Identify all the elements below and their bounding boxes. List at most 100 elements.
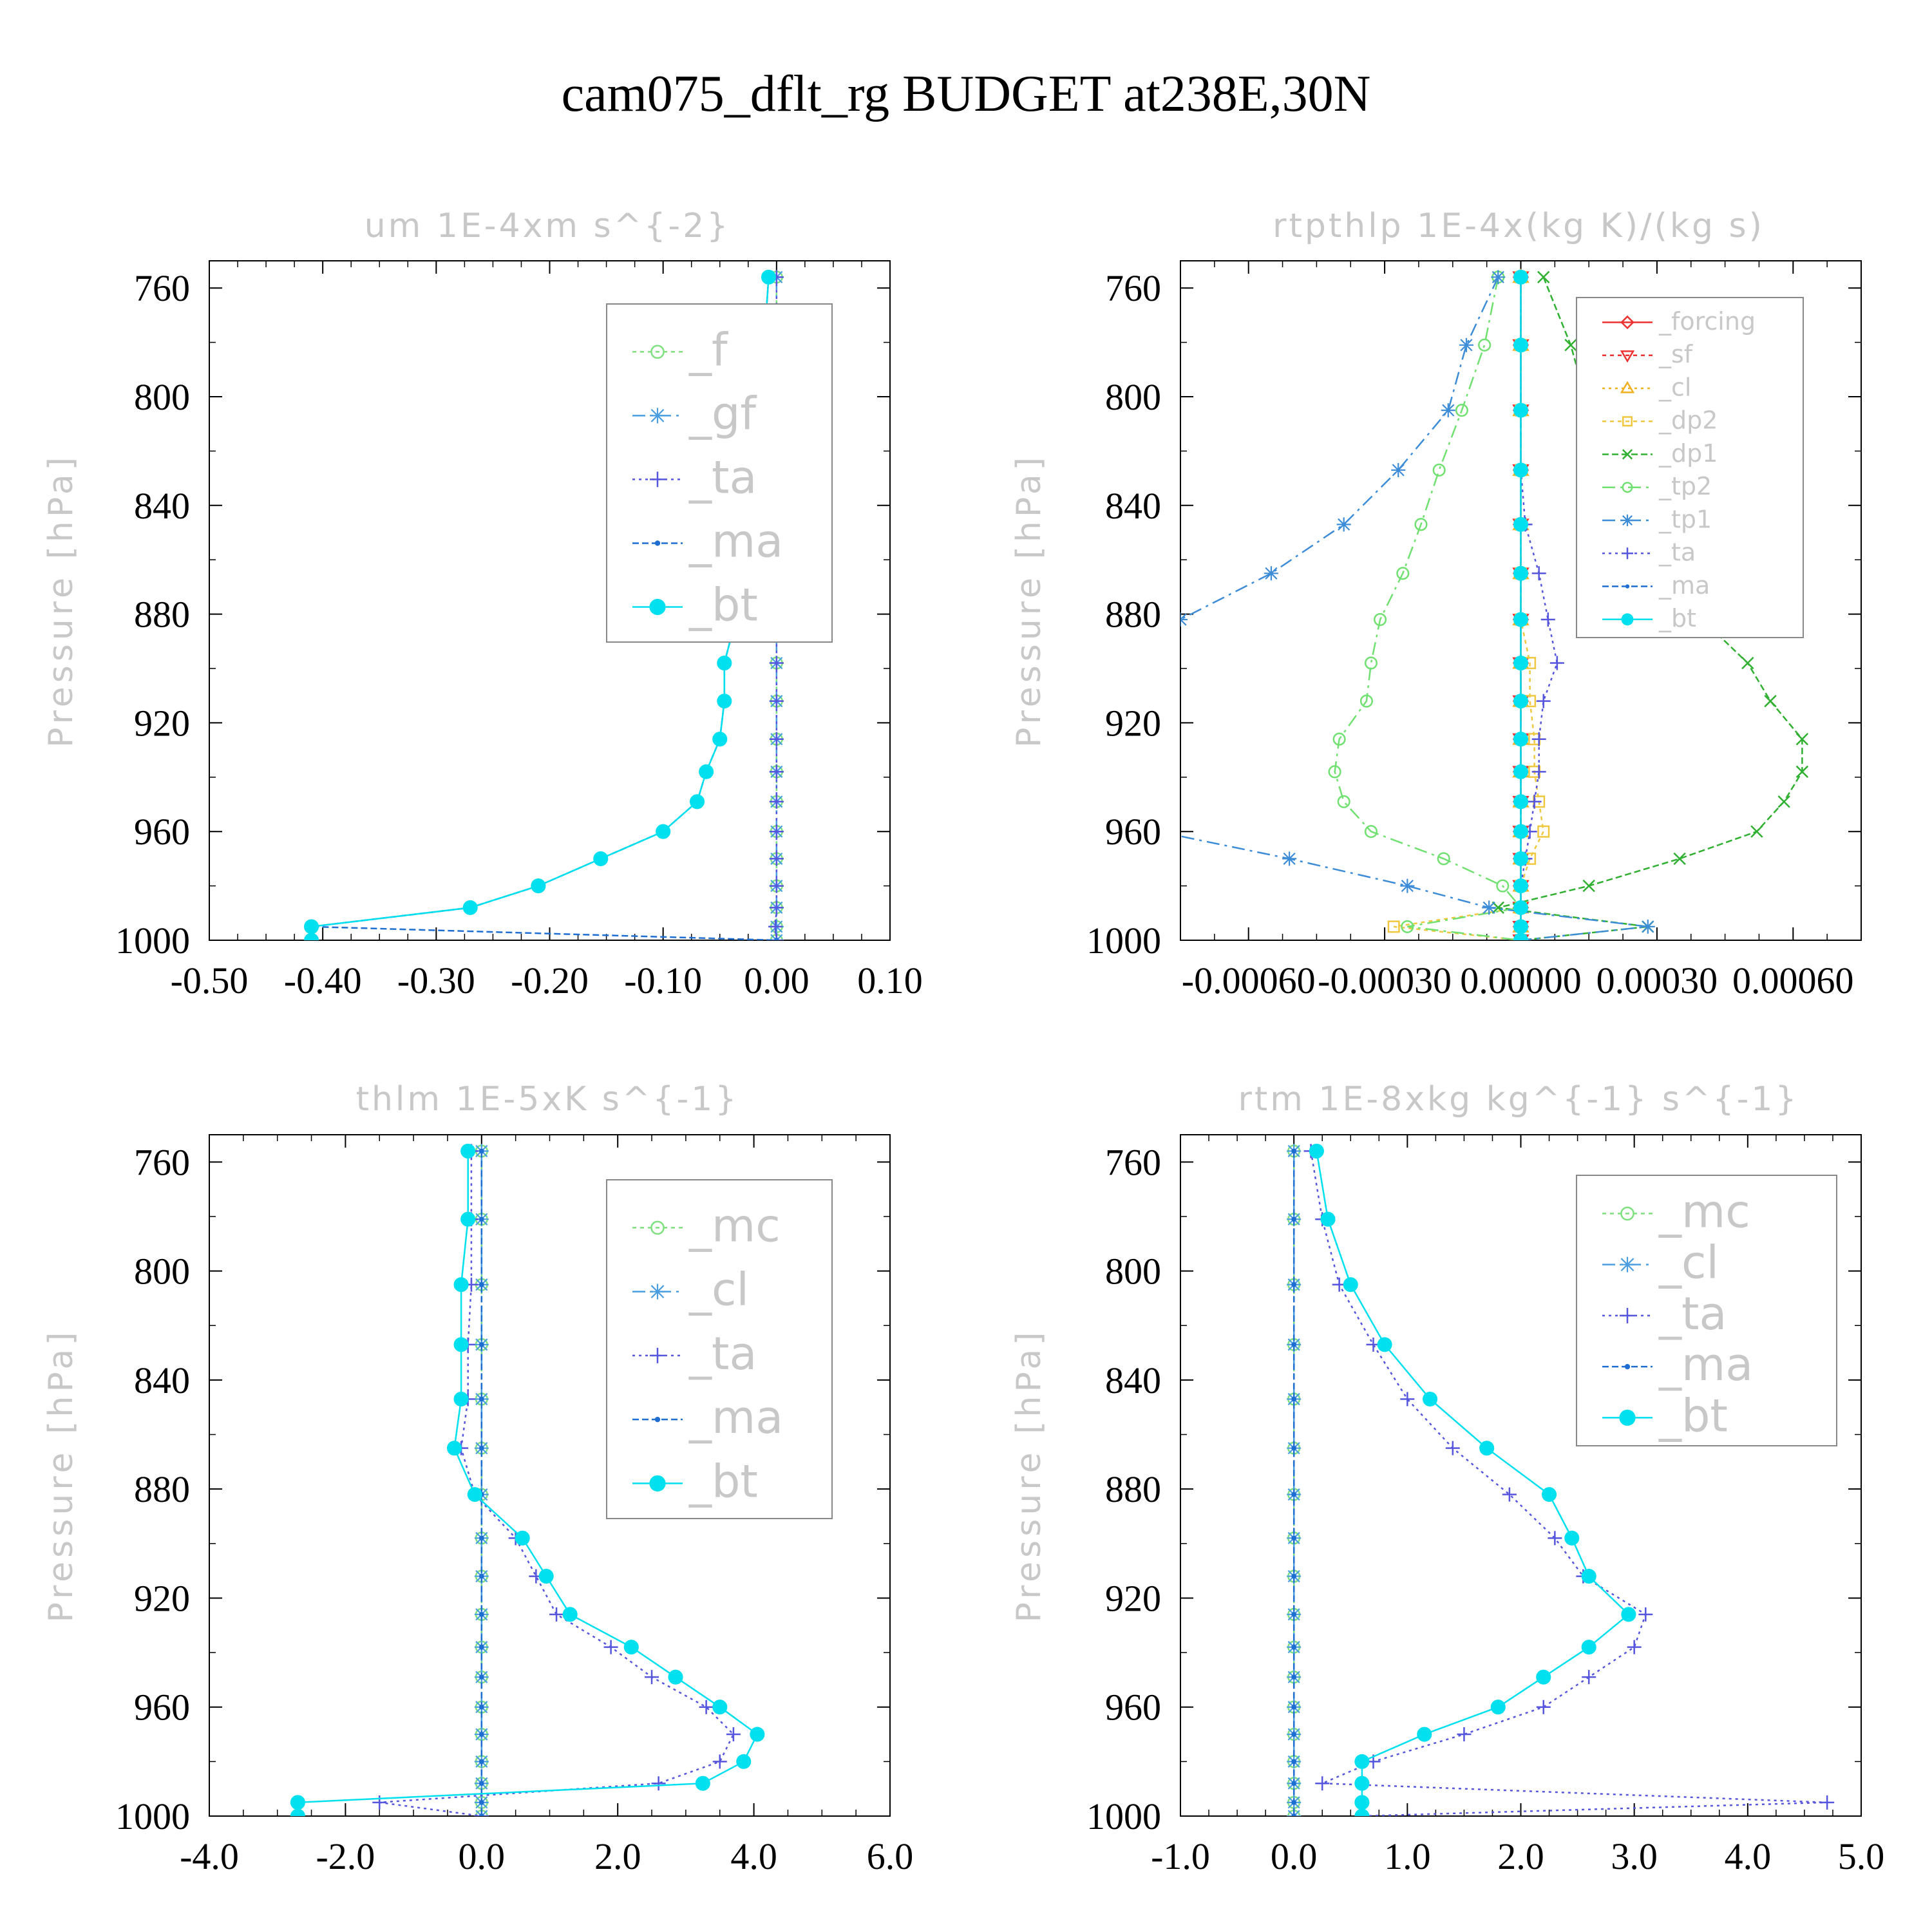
y-tick-label: 800	[134, 1251, 190, 1293]
legend-item: _ta	[632, 1327, 757, 1380]
data-point	[1291, 1445, 1297, 1451]
data-point	[1332, 732, 1346, 746]
y-tick-label: 800	[1105, 376, 1161, 418]
series-group	[1180, 268, 1809, 940]
data-point	[1377, 1337, 1392, 1352]
legend-marker	[650, 1347, 665, 1363]
data-point	[1513, 919, 1529, 934]
x-tick-label: -0.50	[171, 960, 249, 1001]
y-tick-label: 800	[134, 376, 190, 418]
data-point	[290, 1795, 305, 1810]
data-point	[768, 919, 783, 934]
data-point	[1673, 852, 1686, 866]
data-point	[712, 1754, 727, 1769]
x-tick-label: 0.00030	[1596, 960, 1718, 1001]
legend-item: _cl	[1602, 373, 1691, 401]
legend-item: _ma	[632, 1391, 783, 1444]
data-point	[478, 1282, 484, 1287]
data-point	[1479, 1441, 1495, 1456]
data-point	[1564, 339, 1577, 352]
data-point	[1291, 1573, 1297, 1579]
data-point	[549, 1607, 564, 1622]
y-tick-label: 760	[134, 1141, 190, 1183]
legend-label: _bt	[688, 579, 758, 632]
data-point	[1513, 694, 1529, 709]
data-point	[1750, 825, 1763, 838]
legend-marker	[1620, 1206, 1634, 1221]
data-point	[1291, 1704, 1297, 1710]
data-point	[453, 1391, 469, 1407]
legend-marker	[650, 345, 665, 359]
x-tick-label: -0.30	[397, 960, 475, 1001]
data-point	[1359, 694, 1373, 708]
data-point	[769, 656, 784, 670]
data-point	[769, 851, 784, 866]
legend-marker	[1625, 584, 1630, 589]
data-point	[478, 1674, 484, 1680]
legend-item: _cl	[632, 1264, 749, 1316]
x-tick-label: 4.0	[1725, 1835, 1772, 1877]
y-tick-label: 920	[134, 702, 190, 744]
data-point	[460, 1211, 476, 1227]
data-point	[1336, 517, 1351, 532]
y-tick-label: 1000	[1086, 1795, 1161, 1837]
legend-label: _tp2	[1658, 472, 1712, 500]
data-point	[1492, 901, 1504, 914]
data-point	[1640, 919, 1655, 934]
data-point	[1291, 1814, 1297, 1816]
legend-label: _ma	[1658, 1338, 1753, 1391]
data-point	[773, 938, 779, 940]
legend-item: _bt	[1602, 604, 1696, 632]
legend-marker	[1620, 381, 1635, 393]
panel-2: rtpthlp 1E-4x(kg K)/(kg s) Pressure [hPa]…	[1010, 207, 1862, 1001]
legend-marker	[1620, 315, 1634, 330]
data-point	[1459, 337, 1473, 352]
data-point	[1417, 1727, 1432, 1742]
legend-marker	[1620, 1307, 1635, 1323]
data-point	[1343, 1277, 1358, 1293]
data-point	[1513, 878, 1529, 894]
data-point	[1291, 1759, 1297, 1765]
data-point	[1581, 1569, 1596, 1584]
data-point	[1291, 1217, 1297, 1222]
data-point	[478, 1732, 484, 1737]
data-point	[1764, 694, 1777, 708]
legend-marker	[1622, 449, 1633, 460]
legend-item: _forcing	[1602, 307, 1756, 336]
series-line	[297, 1151, 759, 1816]
x-tick-label: -2.0	[316, 1835, 375, 1877]
data-point	[1496, 879, 1510, 893]
data-point	[726, 1727, 741, 1742]
y-tick-label: 760	[1105, 1141, 1161, 1183]
legend-marker	[1622, 515, 1633, 527]
legend-item: _bt	[632, 579, 758, 632]
data-point	[1437, 852, 1450, 866]
data-point	[478, 1644, 484, 1650]
data-point	[1414, 518, 1428, 531]
y-axis-label: Pressure [hPa]	[1010, 453, 1048, 748]
x-tick-label: -4.0	[180, 1835, 239, 1877]
data-point	[1548, 1531, 1562, 1546]
x-tick-label: -0.40	[284, 960, 362, 1001]
series-line	[1334, 277, 1522, 940]
y-tick-label: 840	[134, 1359, 190, 1401]
data-point	[290, 1808, 305, 1816]
data-point	[1513, 732, 1529, 747]
x-tick-label: 4.0	[730, 1835, 777, 1877]
data-point	[1820, 1795, 1835, 1810]
y-tick-label: 840	[1105, 1359, 1161, 1401]
data-point	[1582, 1670, 1596, 1685]
legend-label: _cl	[688, 1264, 749, 1316]
data-point	[1337, 795, 1350, 808]
y-tick-label: 960	[1105, 1687, 1161, 1728]
data-point	[1531, 764, 1546, 779]
legend-item: _ta	[1602, 1287, 1727, 1340]
series-line	[1498, 276, 1803, 940]
data-point	[1264, 566, 1278, 581]
data-point	[1291, 1148, 1297, 1154]
data-point	[1527, 794, 1542, 809]
data-point	[1423, 1391, 1438, 1407]
data-point	[372, 1795, 387, 1810]
data-point	[1536, 1700, 1551, 1714]
data-point	[1364, 656, 1378, 670]
